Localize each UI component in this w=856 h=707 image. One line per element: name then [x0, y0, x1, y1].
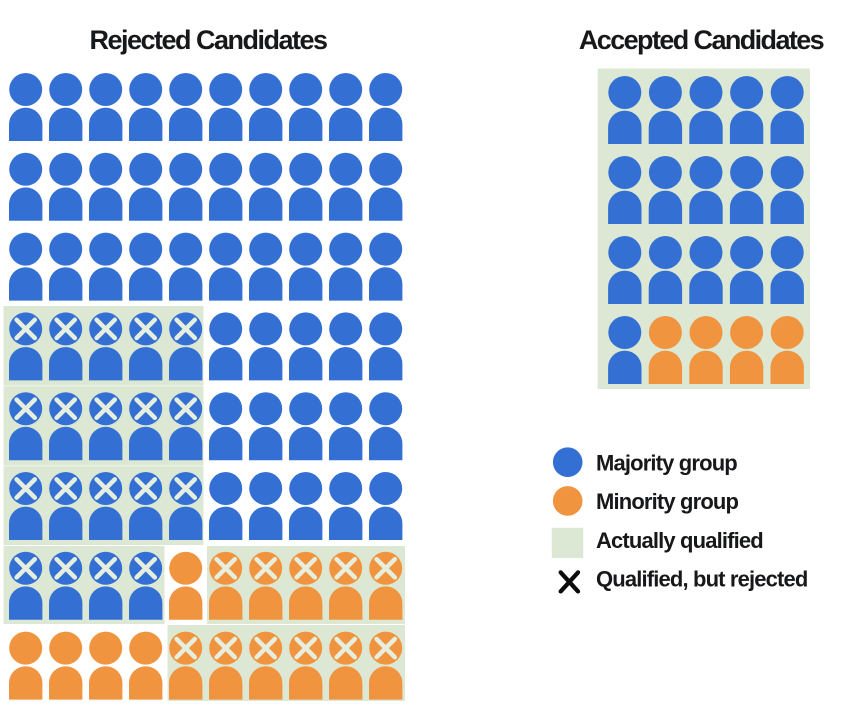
- svg-text:Actually qualified: Actually qualified: [596, 528, 763, 553]
- svg-text:Qualified, but rejected: Qualified, but rejected: [596, 567, 808, 592]
- svg-text:Rejected Candidates: Rejected Candidates: [89, 25, 327, 55]
- svg-text:Majority group: Majority group: [596, 451, 737, 476]
- svg-text:Minority group: Minority group: [596, 489, 738, 514]
- svg-text:Accepted Candidates: Accepted Candidates: [579, 25, 824, 55]
